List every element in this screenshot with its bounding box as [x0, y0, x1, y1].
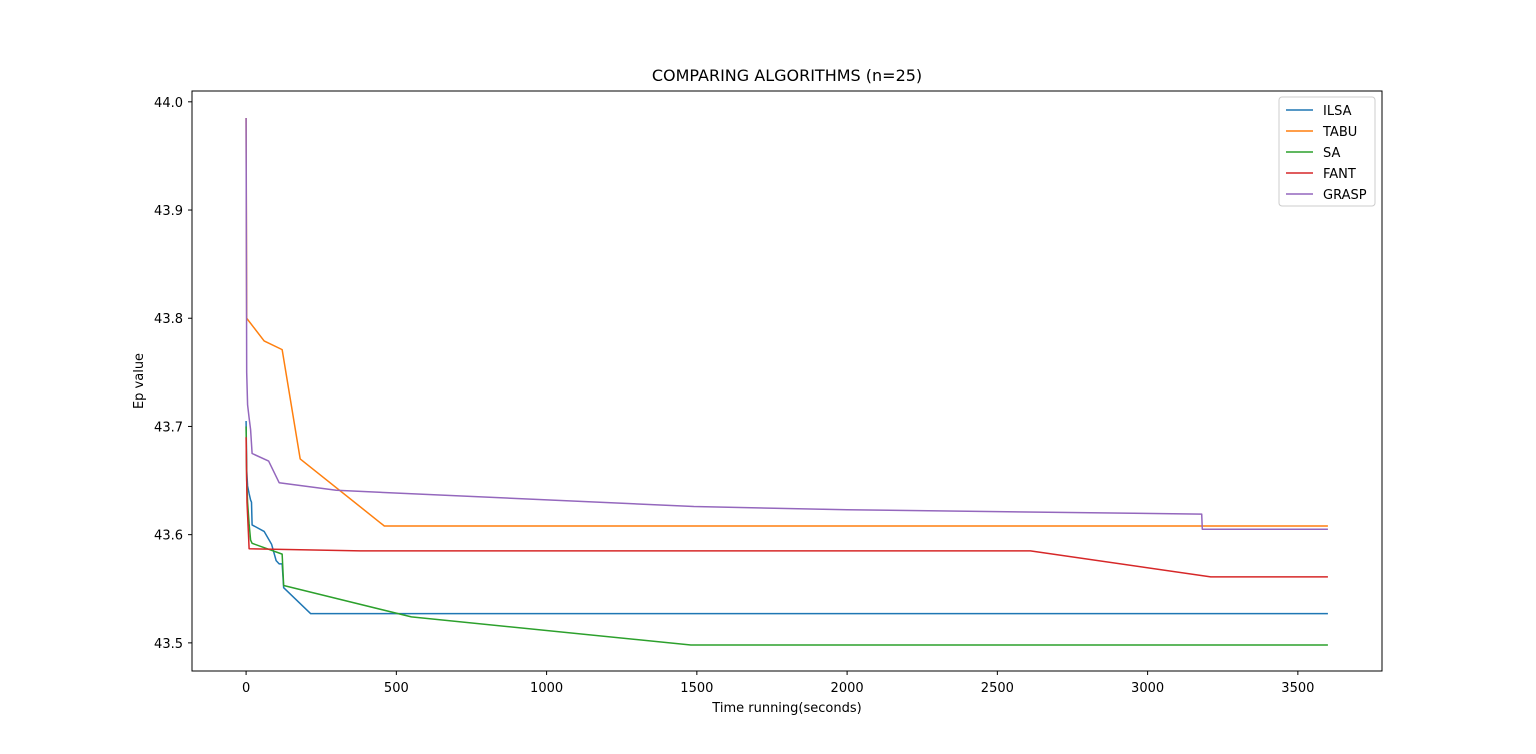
y-axis-label: Ep value [132, 353, 147, 409]
series-line-sa [245, 426, 1328, 646]
legend-label-tabu: TABU [1322, 125, 1357, 140]
y-tick-label: 43.5 [154, 637, 183, 652]
y-tick-label: 43.6 [154, 529, 183, 544]
series-line-grasp [245, 118, 1328, 530]
x-tick-label: 0 [242, 681, 250, 696]
chart-title: COMPARING ALGORITHMS (n=25) [652, 66, 922, 85]
legend-label-fant: FANT [1323, 167, 1356, 182]
plot-area-frame [191, 90, 1383, 672]
x-tick-label: 1000 [530, 681, 563, 696]
series-line-tabu [245, 118, 1328, 527]
x-tick-label: 500 [384, 681, 409, 696]
x-axis-ticks: 0 500 1000 1500 2000 2500 3000 3500 [242, 671, 1314, 696]
x-tick-label: 2500 [981, 681, 1014, 696]
legend-frame [1278, 96, 1376, 207]
y-tick-label: 43.8 [154, 312, 183, 327]
y-axis-ticks: 43.5 43.6 43.7 43.8 43.9 44.0 [154, 96, 192, 652]
legend-label-ilsa: ILSA [1323, 104, 1352, 119]
legend-label-grasp: GRASP [1323, 188, 1367, 203]
series-layer [245, 118, 1328, 646]
legend: ILSA TABU SA FANT GRASP [1278, 96, 1376, 207]
y-tick-label: 43.9 [154, 204, 183, 219]
series-line-ilsa [245, 421, 1328, 615]
y-tick-label: 44.0 [154, 96, 183, 111]
x-tick-label: 3000 [1131, 681, 1164, 696]
y-tick-label: 43.7 [154, 420, 183, 435]
x-tick-label: 1500 [680, 681, 713, 696]
x-tick-label: 2000 [831, 681, 864, 696]
series-line-fant [245, 437, 1328, 578]
legend-label-sa: SA [1323, 146, 1340, 161]
x-axis-label: Time running(seconds) [711, 701, 861, 716]
x-tick-label: 3500 [1281, 681, 1314, 696]
